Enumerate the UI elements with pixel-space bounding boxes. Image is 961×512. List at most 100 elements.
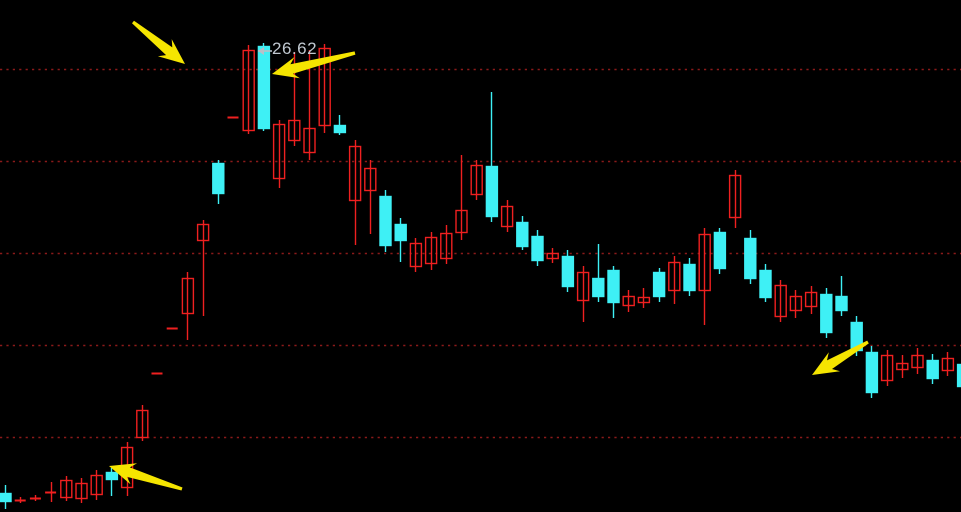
annotation-arrows bbox=[109, 20, 869, 491]
candle-body bbox=[941, 357, 955, 372]
candle-body bbox=[637, 296, 651, 304]
candle bbox=[227, 116, 239, 119]
candle bbox=[637, 288, 651, 308]
candle bbox=[516, 216, 529, 250]
candle-body bbox=[926, 359, 939, 380]
candle-body bbox=[911, 354, 924, 369]
candle bbox=[196, 220, 210, 316]
candle bbox=[212, 160, 225, 204]
candle bbox=[105, 468, 119, 496]
candle bbox=[242, 45, 255, 134]
candle-body bbox=[105, 471, 119, 481]
candle-body bbox=[424, 236, 438, 265]
candle-body bbox=[576, 271, 590, 302]
candle bbox=[136, 405, 149, 441]
candle-body bbox=[242, 49, 255, 132]
candle-body bbox=[440, 232, 453, 260]
candle bbox=[926, 354, 939, 384]
arrow-top-left-icon bbox=[132, 20, 185, 64]
candle-body bbox=[0, 492, 12, 503]
candle-body bbox=[90, 474, 103, 496]
candle bbox=[333, 115, 347, 135]
candle bbox=[835, 276, 848, 316]
candle bbox=[394, 218, 407, 262]
candle bbox=[561, 250, 575, 292]
candle-body bbox=[759, 269, 772, 299]
candle bbox=[956, 363, 961, 388]
candle-body bbox=[835, 295, 848, 312]
candle bbox=[698, 228, 711, 325]
candle-body bbox=[409, 242, 423, 268]
arrow-top-middle-icon bbox=[272, 51, 356, 79]
candle bbox=[272, 120, 286, 188]
candle bbox=[744, 230, 757, 284]
candle-body bbox=[744, 237, 757, 280]
candle bbox=[576, 266, 590, 322]
candle bbox=[485, 92, 499, 222]
candle bbox=[14, 497, 26, 503]
candle bbox=[29, 495, 41, 501]
candle-body bbox=[196, 223, 210, 242]
candle bbox=[90, 470, 103, 500]
candle bbox=[531, 230, 544, 266]
candle-body bbox=[181, 277, 195, 315]
candle-body bbox=[546, 252, 559, 260]
candle-body bbox=[531, 235, 544, 262]
candle-body bbox=[500, 205, 514, 228]
candle-body bbox=[288, 119, 301, 142]
candle bbox=[379, 190, 392, 252]
candle bbox=[409, 238, 423, 272]
candle bbox=[759, 264, 772, 302]
candle bbox=[470, 160, 483, 200]
candle bbox=[668, 256, 681, 304]
candle-body bbox=[607, 269, 620, 304]
candle-body bbox=[75, 482, 88, 500]
candle-body bbox=[60, 479, 73, 499]
candle bbox=[60, 476, 73, 501]
arrow-bottom-left-icon bbox=[109, 463, 183, 491]
candle bbox=[546, 248, 559, 263]
candle-body bbox=[394, 223, 407, 242]
candle-body bbox=[896, 362, 909, 371]
candle bbox=[941, 352, 955, 376]
candle-body bbox=[272, 123, 286, 180]
candle bbox=[500, 200, 514, 232]
candle bbox=[728, 170, 742, 228]
candle bbox=[257, 43, 271, 131]
candle-body bbox=[789, 295, 803, 312]
candle-body bbox=[713, 231, 727, 270]
candle bbox=[0, 485, 12, 509]
candle bbox=[364, 160, 377, 234]
candle bbox=[683, 258, 696, 296]
candle bbox=[774, 280, 787, 322]
candle bbox=[348, 140, 362, 245]
candle-body bbox=[956, 363, 961, 388]
candle bbox=[820, 288, 833, 338]
candle-body bbox=[683, 263, 696, 292]
candle-body bbox=[865, 351, 879, 394]
candle bbox=[865, 346, 879, 398]
candle bbox=[75, 478, 88, 503]
candle bbox=[896, 355, 909, 378]
candle bbox=[151, 372, 163, 375]
candle bbox=[713, 228, 727, 274]
candle-body bbox=[333, 124, 347, 134]
candle bbox=[789, 290, 803, 318]
candle-body bbox=[136, 409, 149, 439]
candle-body bbox=[257, 45, 271, 130]
candle bbox=[592, 244, 605, 302]
candle-body bbox=[592, 277, 605, 298]
candle-body bbox=[698, 233, 711, 292]
candle-body bbox=[652, 271, 666, 298]
gridlines bbox=[0, 68, 961, 439]
candle-body bbox=[880, 354, 894, 382]
candle-body bbox=[561, 255, 575, 288]
candle-body bbox=[470, 164, 483, 196]
candle bbox=[181, 272, 195, 340]
candle-body bbox=[348, 145, 362, 202]
candle bbox=[166, 327, 178, 330]
candle-body bbox=[516, 221, 529, 248]
candle-body bbox=[728, 174, 742, 219]
